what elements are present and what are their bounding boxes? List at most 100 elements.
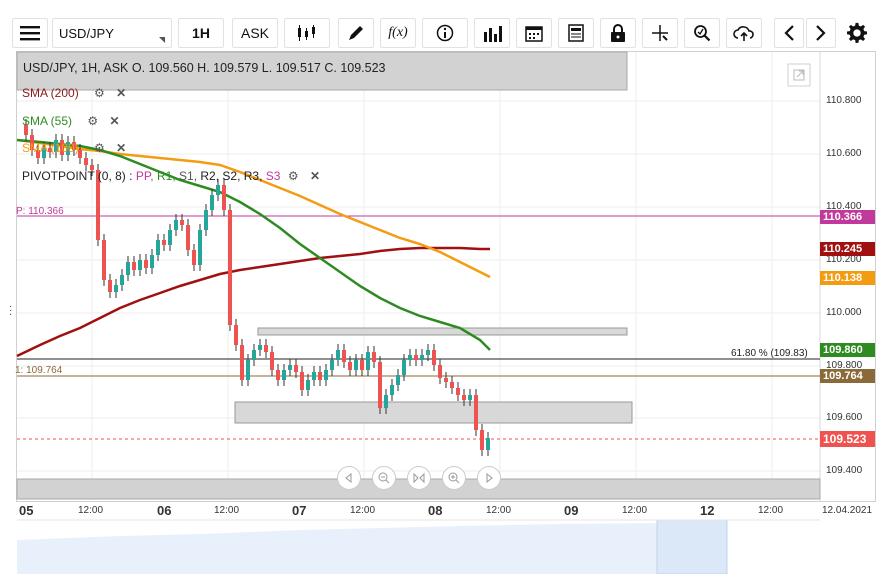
time-tick: 12:00: [486, 505, 512, 516]
candle: [330, 360, 334, 370]
close-icon[interactable]: ✕: [116, 141, 127, 155]
candle: [228, 210, 232, 325]
candle: [312, 372, 316, 380]
gear-icon: [847, 22, 867, 43]
sma-55-line: [16, 138, 491, 351]
candle: [42, 148, 46, 158]
candle: [168, 230, 172, 245]
price-tick: 109.400: [826, 465, 863, 476]
time-tick: 12:00: [758, 505, 784, 516]
settings-button[interactable]: [846, 22, 868, 44]
time-tick: 12.04.2021: [822, 505, 873, 516]
zoom-button[interactable]: [684, 18, 720, 48]
symbol-input[interactable]: USD/JPY: [52, 18, 172, 48]
candle: [360, 360, 364, 370]
nav-right-button[interactable]: [477, 466, 501, 490]
draw-button[interactable]: [338, 18, 374, 48]
time-tick: 09: [564, 503, 579, 518]
nav-pause-button[interactable]: [407, 466, 431, 490]
candle: [108, 280, 112, 292]
time-tick: 12: [700, 503, 715, 518]
candle: [144, 260, 148, 268]
fib-label: 61.80 % (109.83): [731, 348, 808, 359]
candle: [288, 365, 292, 370]
function-icon: f(x): [388, 25, 408, 40]
candle: [420, 355, 424, 360]
function-button[interactable]: f(x): [380, 18, 416, 48]
candle: [384, 395, 388, 408]
candle: [84, 158, 88, 165]
candle: [186, 225, 190, 250]
nav-left-button[interactable]: [337, 466, 361, 490]
candle: [246, 360, 250, 380]
candle: [264, 345, 268, 352]
sma-55-legend[interactable]: SMA (55) ⚙ ✕: [22, 114, 120, 128]
gear-icon[interactable]: ⚙: [94, 141, 105, 155]
time-tick: 08: [428, 503, 443, 518]
chevron-left-icon: [345, 473, 352, 483]
document-icon: [568, 24, 584, 42]
pivot-legend[interactable]: PIVOTPOINT (0, 8) : PP, R1, S1, R2, S2, …: [22, 169, 320, 183]
candle: [36, 150, 40, 158]
sma-200-line: [16, 246, 490, 358]
maximize-icon[interactable]: [787, 63, 811, 87]
overview-window[interactable]: [656, 519, 728, 574]
cloud-upload-icon: [733, 26, 754, 41]
price-type-label: ASK: [240, 25, 269, 41]
close-icon[interactable]: ✕: [309, 169, 320, 183]
candle: [324, 370, 328, 380]
cloud-upload-button[interactable]: [726, 18, 762, 48]
document-button[interactable]: [558, 18, 594, 48]
close-icon[interactable]: ✕: [116, 86, 127, 100]
candle: [396, 375, 400, 385]
support-zone[interactable]: [234, 401, 633, 424]
indicators-button[interactable]: [474, 18, 510, 48]
scroll-left-button[interactable]: [774, 18, 804, 48]
lock-icon: [611, 24, 625, 42]
ohlc-header: USD/JPY, 1H, ASK O. 109.560 H. 109.579 L…: [23, 61, 386, 75]
candle: [60, 140, 64, 155]
gear-icon[interactable]: ⚙: [287, 169, 299, 183]
candle: [222, 185, 226, 210]
candle: [72, 142, 76, 150]
nav-zoom-in-button[interactable]: [442, 466, 466, 490]
scroll-right-button[interactable]: [806, 18, 836, 48]
price-tick: 110.200: [826, 254, 862, 265]
zoom-out-icon: [378, 472, 390, 484]
resistance-zone[interactable]: [257, 327, 628, 336]
close-icon[interactable]: ✕: [109, 114, 120, 128]
candle: [336, 350, 340, 360]
candle: [162, 240, 166, 245]
gear-icon[interactable]: ⚙: [94, 86, 105, 100]
sma-100-legend[interactable]: SMA (100) ⚙ ✕: [22, 141, 126, 155]
candle: [432, 350, 436, 365]
price-type-select[interactable]: ASK: [232, 18, 278, 48]
candle: [444, 378, 448, 382]
gear-icon[interactable]: ⚙: [87, 114, 99, 128]
chart-type-button[interactable]: [284, 18, 330, 48]
candle: [450, 382, 454, 388]
nav-zoom-out-button[interactable]: [372, 466, 396, 490]
candle: [390, 385, 394, 395]
timeframe-select[interactable]: 1H: [178, 18, 224, 48]
sma-55-badge: 109.860: [820, 343, 875, 357]
price-tick: 110.400: [826, 201, 862, 212]
sma-200-label: SMA (200): [22, 86, 79, 100]
lock-button[interactable]: [600, 18, 636, 48]
calendar-icon: [525, 26, 543, 42]
candle: [300, 372, 304, 390]
timeframe-label: 1H: [192, 25, 210, 41]
crosshair-button[interactable]: [642, 18, 678, 48]
candle: [456, 388, 460, 395]
pivot-s3: S3: [265, 169, 281, 183]
sma-200-legend[interactable]: SMA (200) ⚙ ✕: [22, 86, 126, 100]
pivot-r2: R2,: [200, 169, 220, 183]
time-tick: 05: [19, 503, 34, 518]
side-drag-handle[interactable]: · · ·: [9, 301, 13, 320]
menu-button[interactable]: [12, 18, 48, 48]
info-button[interactable]: [422, 18, 468, 48]
candle: [54, 140, 58, 152]
candle: [402, 360, 406, 375]
candle: [240, 345, 244, 380]
calendar-button[interactable]: [516, 18, 552, 48]
